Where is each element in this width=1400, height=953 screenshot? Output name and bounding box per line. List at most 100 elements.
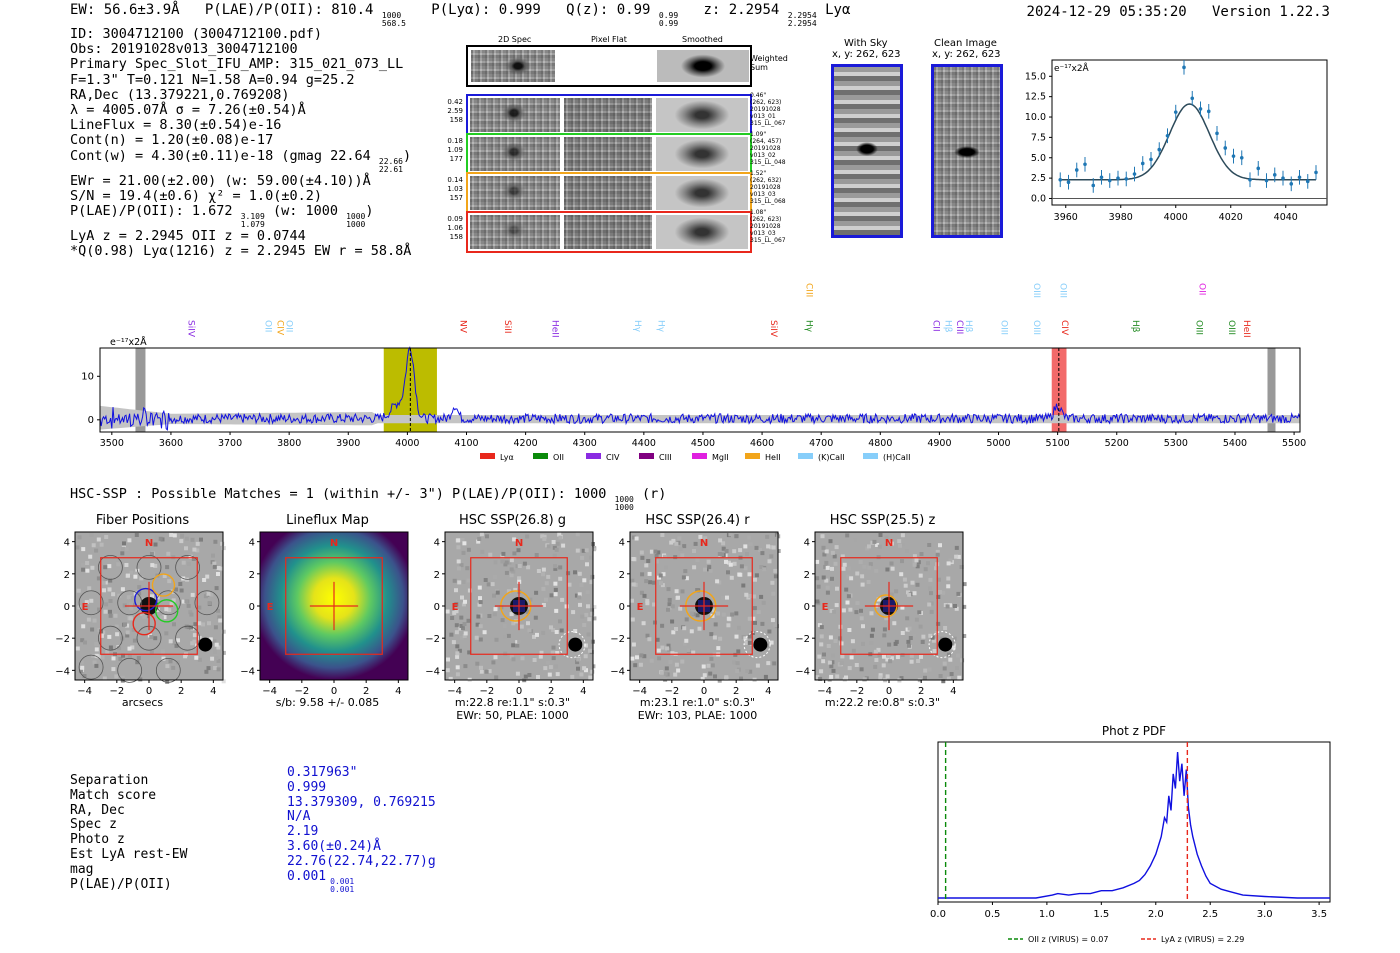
noise-pixel — [703, 536, 708, 541]
noise-pixel — [541, 630, 546, 635]
image-panel: Lineflux Map N E 4 2 0 −2 −4 −4 −2 0 2 4 s/b: 9.58 +/… — [235, 512, 420, 727]
noise-pixel — [214, 586, 219, 591]
match-value: 13.379309, 0.769215 — [287, 794, 436, 810]
noise-pixel — [180, 533, 185, 538]
photz-legend-lya: LyA z (VIRUS) = 2.29 — [1161, 935, 1244, 944]
col-flat-label: Pixel Flat — [591, 35, 627, 44]
panel-ytick: −2 — [240, 634, 255, 645]
clean-xy: x, y: 262, 623 — [932, 49, 1001, 60]
zoom-data-point — [1231, 154, 1236, 158]
noise-pixel — [769, 545, 773, 550]
noise-pixel — [718, 538, 723, 543]
zoom-data-point — [1149, 157, 1153, 162]
weighted-smooth — [657, 50, 749, 82]
noise-pixel — [553, 581, 558, 586]
wide-legend-swatch — [639, 453, 654, 459]
z-fraction: 2.2954 2.2954 — [787, 11, 817, 28]
noise-pixel — [962, 634, 967, 638]
noise-pixel — [839, 641, 844, 646]
noise-pixel — [892, 621, 897, 626]
panel-xtick: −2 — [849, 686, 864, 697]
neighbour-aperture — [558, 631, 586, 659]
zoom-data-point — [1297, 175, 1302, 180]
wide-xtick: 4900 — [927, 438, 951, 449]
noise-pixel — [733, 652, 738, 657]
noise-pixel — [833, 639, 838, 643]
noise-pixel — [819, 634, 824, 639]
spec2d-row-meta: 1.52" (262, 632) 20191028 v013_03 315_LL_068 — [750, 170, 786, 205]
noise-pixel — [149, 649, 154, 654]
noise-pixel — [876, 647, 881, 652]
noise-pixel — [680, 659, 685, 664]
noise-pixel — [552, 545, 557, 550]
noise-pixel — [94, 647, 99, 652]
row-stat: 1.03 — [447, 185, 463, 193]
row-meta: v013_03 — [750, 230, 776, 237]
noise-pixel — [851, 648, 856, 653]
spec2d-row-meta: 1.08" (262, 623) 20191028 v013_03 315_LL_067 — [750, 209, 786, 244]
noise-pixel — [845, 600, 850, 605]
noise-pixel — [938, 674, 943, 678]
noise-pixel — [645, 601, 650, 606]
zoom-ytick: 2.5 — [1031, 173, 1046, 184]
noise-pixel — [484, 669, 489, 674]
noise-pixel — [461, 550, 466, 555]
noise-pixel — [909, 659, 914, 664]
noise-pixel — [184, 536, 189, 541]
search-box — [470, 557, 568, 655]
noise-pixel — [579, 583, 584, 587]
photz-frame — [937, 741, 1331, 903]
noise-pixel — [84, 600, 89, 605]
noise-pixel — [882, 627, 887, 632]
noise-pixel — [936, 621, 941, 626]
noise-pixel — [94, 653, 99, 658]
wide-line-label: OII — [283, 320, 293, 332]
noise-pixel — [630, 656, 635, 661]
noise-pixel — [153, 636, 158, 641]
match-label: Spec z — [70, 817, 117, 833]
panel-ytick: 0 — [64, 602, 70, 613]
noise-pixel — [956, 591, 961, 596]
noise-pixel — [549, 625, 553, 630]
noise-pixel — [220, 541, 225, 546]
noise-pixel — [815, 559, 820, 564]
noise-pixel — [171, 665, 176, 670]
panel-title: HSC SSP(26.8) g — [458, 513, 567, 528]
noise-pixel — [555, 541, 560, 546]
noise-pixel — [821, 545, 826, 550]
noise-pixel — [745, 552, 749, 557]
noise-pixel — [216, 566, 221, 570]
noise-pixel — [184, 546, 188, 551]
noise-pixel — [579, 672, 584, 677]
panel-xtick: −4 — [817, 686, 832, 697]
row-meta: 0.46" — [750, 92, 767, 99]
photz-xtick: 1.5 — [1093, 909, 1109, 920]
noise-pixel — [928, 633, 933, 638]
zoom-data-point — [1083, 162, 1087, 167]
noise-pixel — [824, 560, 829, 565]
info-radec: RA,Dec (13.379221,0.769208) — [70, 86, 290, 103]
photz-xtick: 1.0 — [1039, 909, 1055, 920]
noise-pixel — [942, 661, 947, 666]
row-meta: v013_01 — [750, 113, 776, 120]
noise-pixel — [511, 621, 516, 626]
noise-pixel — [916, 659, 921, 663]
zoom-data-point — [1107, 178, 1112, 183]
photz-legend-oii: OII z (VIRUS) = 0.07 — [1028, 935, 1108, 944]
noise-pixel — [100, 655, 105, 660]
noise-pixel — [682, 626, 687, 631]
noise-pixel — [121, 546, 126, 551]
noise-pixel — [80, 638, 85, 643]
noise-pixel — [817, 623, 822, 628]
noise-pixel — [122, 541, 126, 546]
noise-pixel — [512, 537, 517, 542]
noise-pixel — [563, 634, 568, 639]
zoom-data-point — [1140, 161, 1145, 166]
noise-pixel — [583, 654, 588, 659]
noise-pixel — [558, 565, 563, 570]
noise-pixel — [655, 637, 660, 642]
noise-pixel — [660, 645, 665, 650]
noise-pixel — [91, 653, 96, 658]
noise-pixel — [751, 594, 756, 599]
noise-pixel — [773, 623, 778, 628]
